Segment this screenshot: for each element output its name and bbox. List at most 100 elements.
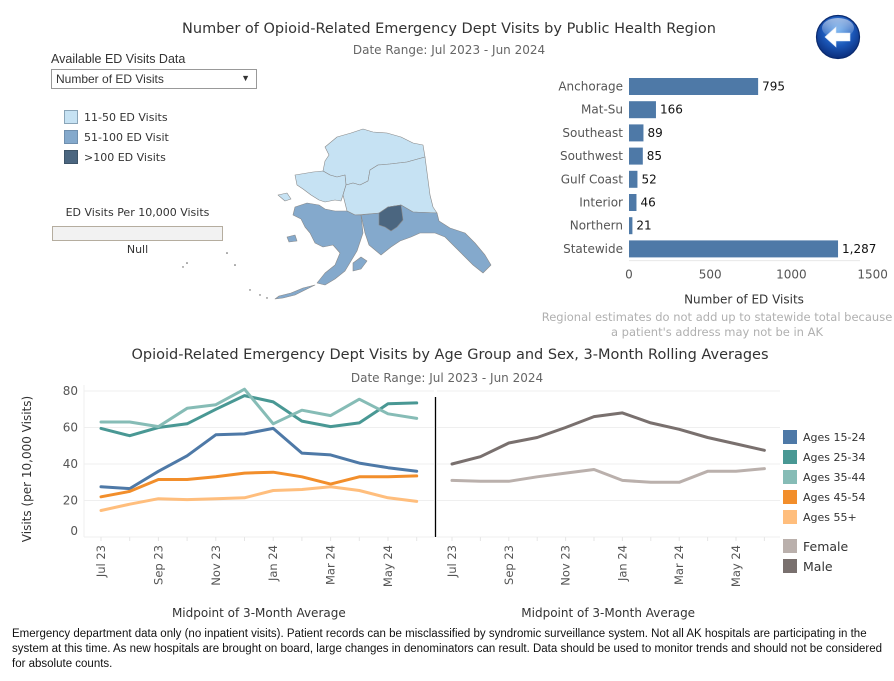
bar-value-label: 46 (640, 196, 655, 210)
x-tick-label: Mar 24 (672, 545, 686, 585)
legend-item-male[interactable]: Male (783, 556, 848, 576)
legend-label: Ages 35-44 (803, 470, 866, 484)
legend-label: Ages 25-34 (803, 450, 866, 464)
map-legend-item[interactable]: 11-50 ED Visits (64, 107, 169, 127)
x-axis-title: Midpoint of 3-Month Average (172, 606, 346, 620)
bar-category-label: Gulf Coast (561, 172, 624, 186)
bar-value-label: 1,287 (842, 242, 876, 256)
x-tick-label: 500 (699, 268, 722, 282)
legend-label: >100 ED Visits (84, 150, 166, 164)
legend-label: Ages 15-24 (803, 430, 866, 444)
bar-northern[interactable] (629, 217, 633, 235)
x-tick-label: 1000 (776, 268, 807, 282)
bar-statewide[interactable] (629, 240, 839, 258)
chevron-down-icon: ▼ (241, 73, 250, 83)
age-group-legend: Ages 15-24 Ages 25-34 Ages 35-44 Ages 45-54… (783, 427, 865, 527)
dashboard-title: Number of Opioid-Related Emergency Dept … (182, 21, 716, 37)
legend-swatch (783, 430, 797, 444)
alaska-region-map (182, 128, 492, 300)
line-charts: 0 20 40 60 80 Visits (per 10,000 Visits) Jul 2… (20, 384, 780, 620)
series-line-ages-45-54[interactable] (99, 470, 419, 499)
series-line-female[interactable] (450, 467, 766, 484)
dropdown-selected-value: Number of ED Visits (56, 72, 164, 86)
legend-label: 51-100 ED Visit (84, 130, 169, 144)
x-axis-title: Number of ED Visits (684, 293, 804, 307)
bar-value-label: 795 (762, 80, 785, 94)
legend-swatch (783, 470, 797, 484)
series-line-ages-25-34[interactable] (99, 394, 419, 438)
bar-category-label: Northern (570, 219, 623, 233)
back-arrow-icon (815, 14, 861, 60)
y-tick-label: 0 (70, 524, 78, 538)
bar-anchorage[interactable] (629, 78, 759, 95)
per10k-legend-title: ED Visits Per 10,000 Visits (65, 206, 210, 219)
series-line-ages-15-24[interactable] (99, 426, 419, 491)
x-tick-label: 1500 (857, 268, 888, 282)
map-region-southwest[interactable] (292, 202, 364, 286)
back-button[interactable] (815, 14, 861, 60)
y-tick-label: 60 (63, 421, 78, 435)
bar-category-label: Anchorage (558, 80, 623, 94)
map-region-kodiak[interactable] (352, 256, 368, 272)
legend-item-ages-25-34[interactable]: Ages 25-34 (783, 447, 865, 467)
per10k-null-label: Null (126, 243, 149, 256)
legend-item-female[interactable]: Female (783, 536, 848, 556)
x-tick-label: Jan 24 (615, 545, 629, 582)
filter-label: Available ED Visits Data (51, 52, 186, 66)
map-region-northern-seward[interactable] (294, 170, 347, 203)
legend-label: Ages 55+ (803, 510, 857, 524)
data-disclaimer: Emergency department data only (no inpat… (12, 628, 883, 670)
bar-category-label: Mat-Su (581, 103, 623, 117)
map-legend-item[interactable]: >100 ED Visits (64, 147, 169, 167)
dashboard-date-range: Date Range: Jul 2023 - Jun 2024 (352, 43, 546, 57)
legend-label: Ages 45-54 (803, 490, 866, 504)
bar-southwest[interactable] (629, 147, 643, 165)
age-sex-chart-title: Opioid-Related Emergency Dept Visits by … (131, 347, 769, 363)
legend-swatch-medium (64, 130, 78, 144)
map-island-nunivak (286, 234, 298, 243)
region-bar-chart: Anchorage 795 Mat-Su 166 Southeast 89 Southwes… (558, 78, 888, 307)
legend-item-ages-35-44[interactable]: Ages 35-44 (783, 467, 865, 487)
x-tick-label: Sep 23 (502, 545, 516, 585)
bar-interior[interactable] (629, 194, 637, 211)
legend-swatch (783, 450, 797, 464)
legend-swatch (783, 510, 797, 524)
series-line-ages-35-44[interactable] (99, 387, 419, 429)
region-chart-note: Regional estimates do not add up to stat… (541, 310, 893, 339)
x-tick-label: May 24 (729, 545, 743, 587)
map-legend: 11-50 ED Visits 51-100 ED Visit >100 ED … (64, 107, 169, 167)
map-region-aleutians[interactable] (274, 284, 316, 300)
legend-item-ages-55-[interactable]: Ages 55+ (783, 507, 865, 527)
legend-swatch (783, 490, 797, 504)
legend-label: Female (803, 538, 849, 554)
bar-category-label: Southwest (560, 149, 623, 163)
ed-visits-data-dropdown[interactable]: Number of ED Visits ▼ (51, 69, 257, 89)
bar-category-label: Interior (579, 196, 623, 210)
x-tick-label: Jul 23 (94, 545, 108, 578)
bar-value-label: 21 (636, 219, 651, 233)
bar-category-label: Statewide (563, 242, 623, 256)
legend-swatch (783, 539, 797, 553)
legend-swatch (783, 559, 797, 573)
bar-value-label: 89 (647, 126, 662, 140)
legend-item-ages-45-54[interactable]: Ages 45-54 (783, 487, 865, 507)
sex-legend: Female Male (783, 536, 848, 576)
per10k-color-ramp (52, 226, 223, 241)
bar-value-label: 52 (641, 172, 656, 186)
y-tick-label: 20 (63, 494, 78, 508)
map-legend-item[interactable]: 51-100 ED Visit (64, 127, 169, 147)
x-tick-label: Nov 23 (559, 545, 573, 586)
series-line-ages-55-[interactable] (99, 485, 419, 512)
map-region-anchorage-matsu[interactable] (378, 204, 404, 232)
series-line-male[interactable] (450, 411, 766, 466)
x-tick-label: 0 (625, 268, 633, 282)
bar-gulf-coast[interactable] (629, 170, 638, 188)
x-tick-label: Nov 23 (209, 545, 223, 586)
legend-item-ages-15-24[interactable]: Ages 15-24 (783, 427, 865, 447)
bar-mat-su[interactable] (629, 101, 656, 119)
bar-value-label: 166 (660, 103, 683, 117)
y-tick-label: 40 (63, 457, 78, 471)
map-island-st-lawrence (277, 192, 292, 202)
legend-label: Male (803, 558, 833, 574)
bar-southeast[interactable] (629, 124, 644, 142)
